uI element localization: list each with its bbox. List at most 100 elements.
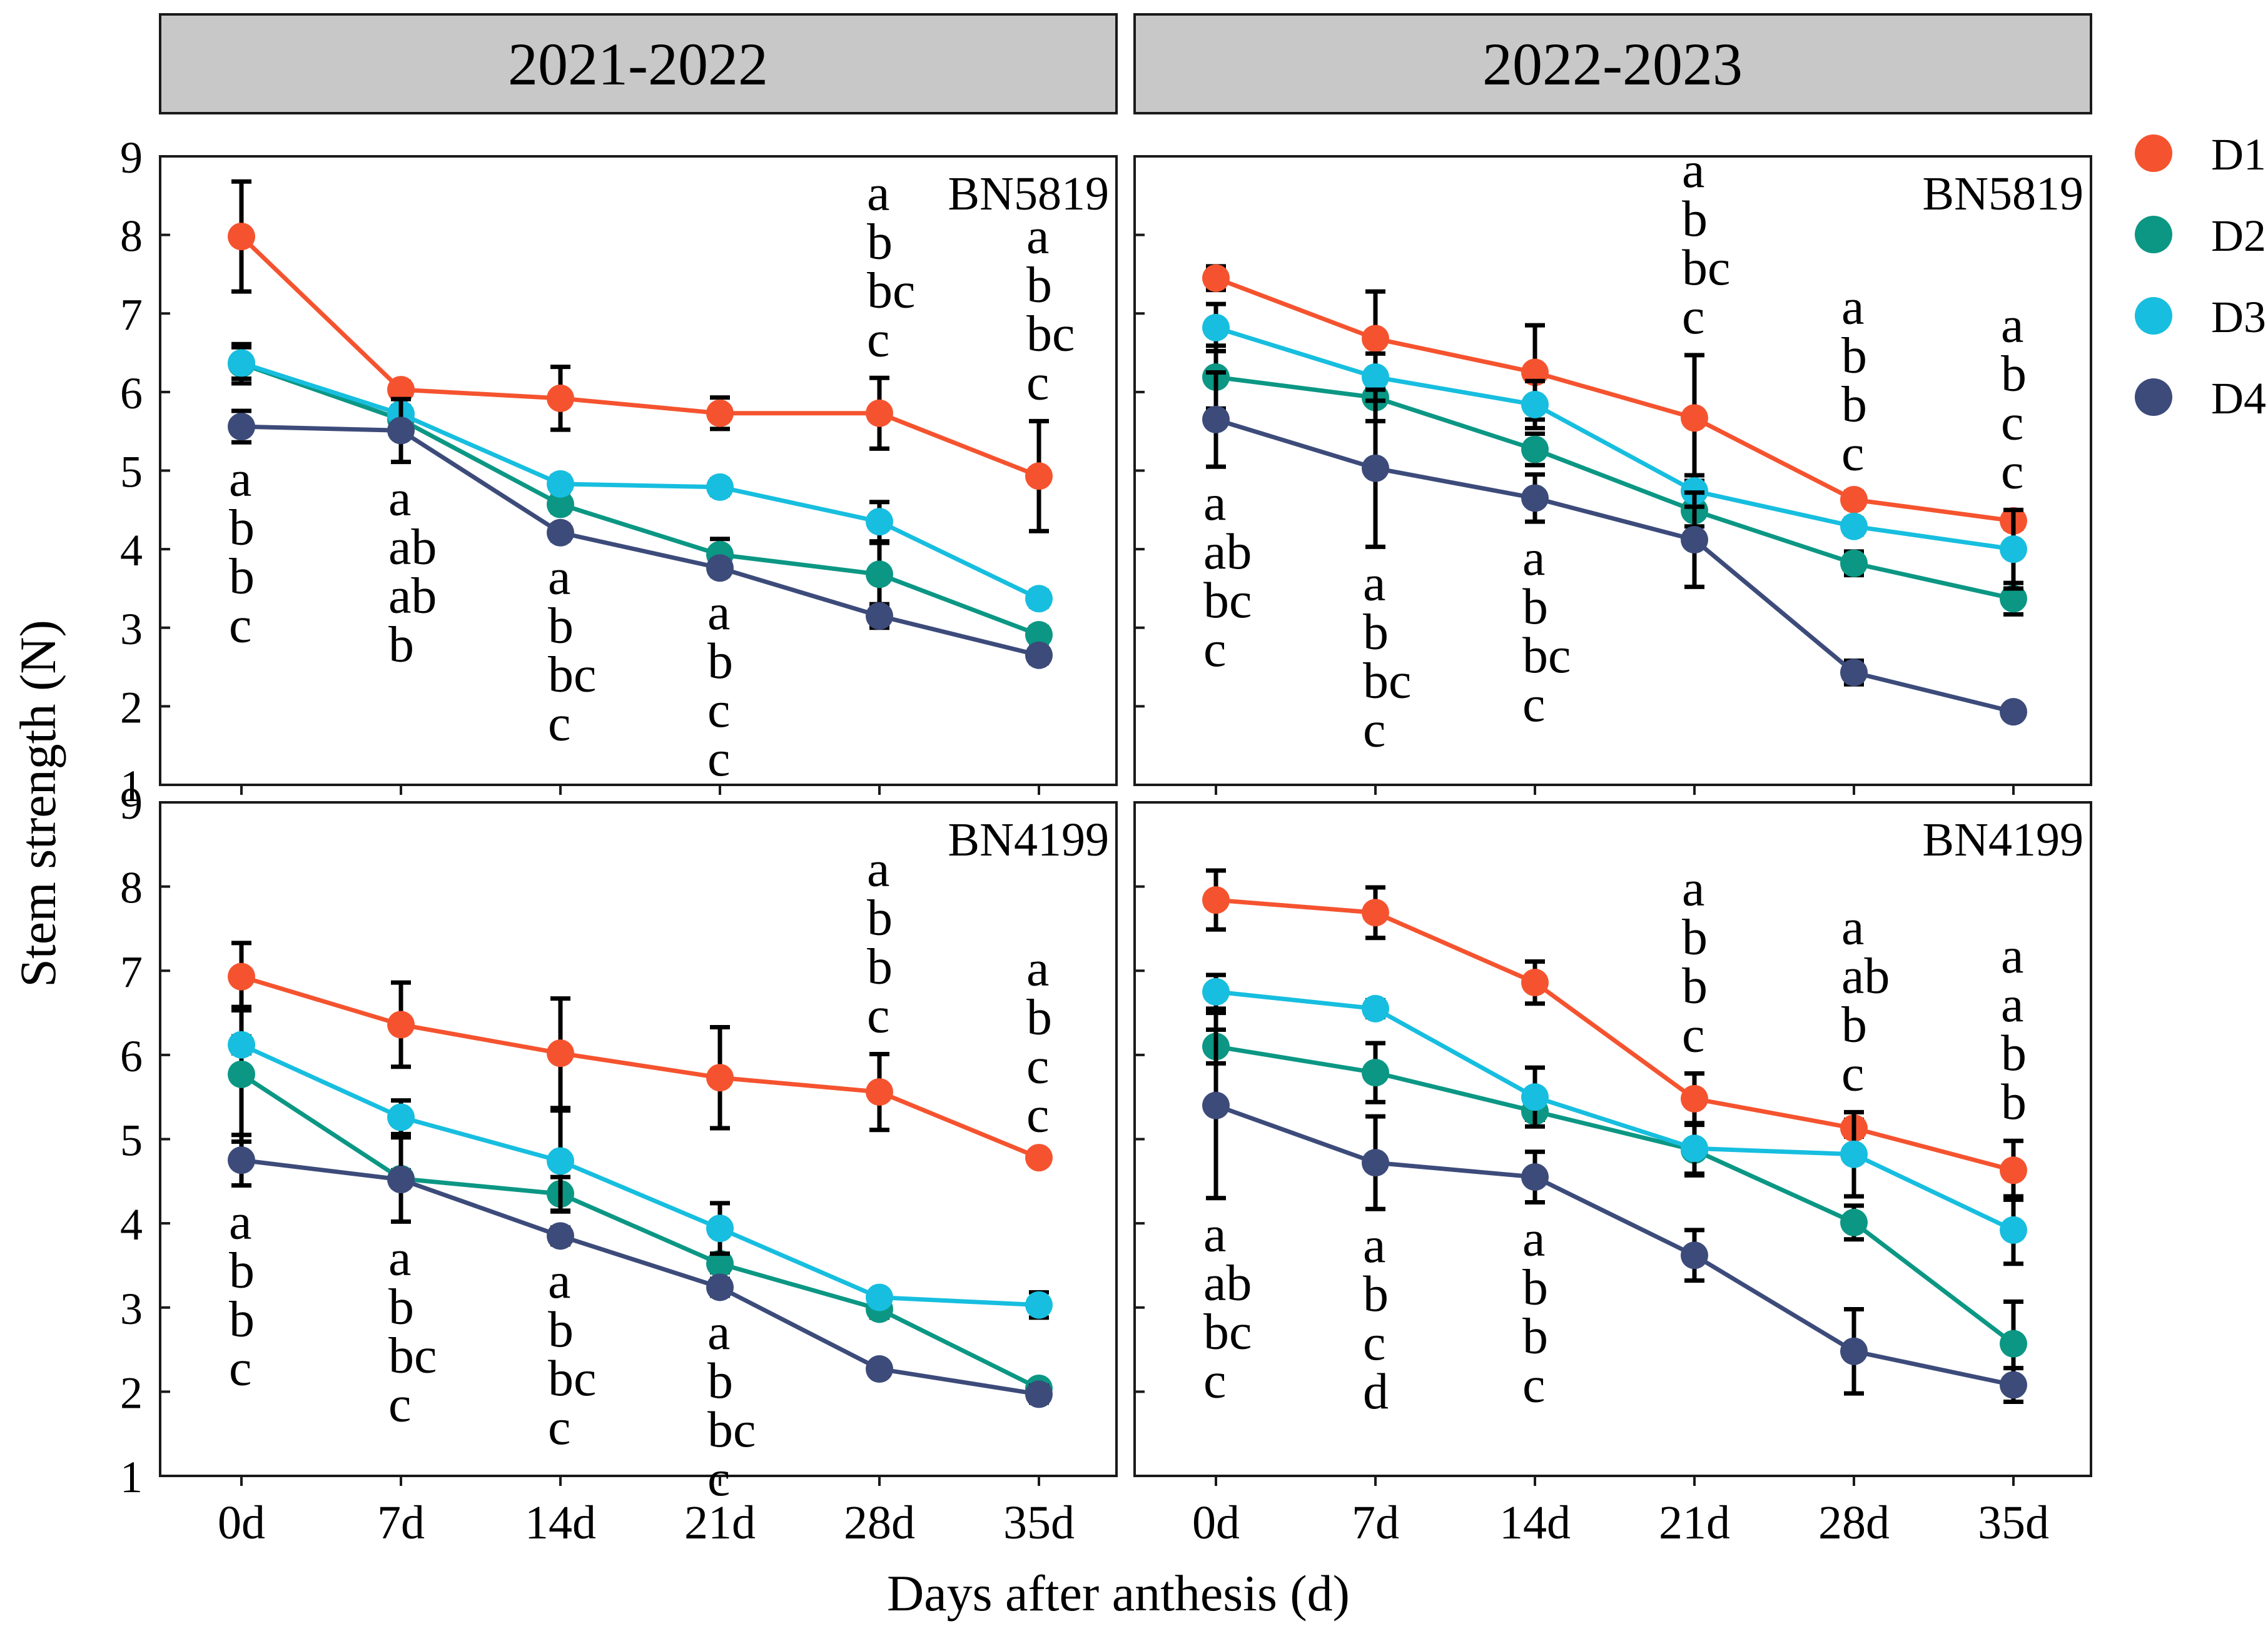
significance-letter: c xyxy=(1682,1006,1704,1063)
significance-letter: a xyxy=(2001,296,2023,353)
significance-letter: b xyxy=(1026,988,1052,1045)
data-point xyxy=(866,1283,893,1311)
data-point xyxy=(1362,363,1389,391)
significance-letter: b xyxy=(2001,345,2027,401)
significance-letter: c xyxy=(388,1375,411,1432)
significance-letter: c xyxy=(1203,1352,1226,1409)
significance-letter: a xyxy=(1682,859,1704,916)
significance-letter: d xyxy=(1363,1363,1389,1420)
significance-letter: c xyxy=(548,694,570,751)
legend: D1 D2 D3 D4 xyxy=(2135,129,2266,423)
series-line xyxy=(240,1043,1040,1308)
data-point xyxy=(1681,404,1708,432)
legend-marker xyxy=(2135,134,2172,172)
series-D4 xyxy=(228,1133,1053,1408)
data-point xyxy=(1521,435,1549,463)
data-point xyxy=(1840,485,1868,513)
data-point xyxy=(706,1064,734,1092)
data-point xyxy=(547,470,574,498)
strip-right xyxy=(1133,13,2092,114)
significance-letter: a xyxy=(388,1229,411,1286)
significance-letter: a xyxy=(1363,1216,1385,1273)
legend-label: D1 xyxy=(2211,129,2266,179)
data-point xyxy=(1025,1144,1053,1172)
significance-letter: c xyxy=(707,1450,730,1507)
data-point xyxy=(1362,1059,1389,1087)
data-point xyxy=(1202,977,1230,1006)
series-D2 xyxy=(228,341,1053,649)
data-point xyxy=(866,1078,893,1106)
x-tick-label: 14d xyxy=(525,1497,596,1549)
data-point xyxy=(1025,462,1053,490)
y-tick-label: 3 xyxy=(120,1284,143,1334)
significance-letter: a xyxy=(229,450,251,507)
data-point xyxy=(706,554,734,582)
series-line xyxy=(1215,325,2014,552)
series-D2 xyxy=(1202,343,2027,617)
data-point xyxy=(1840,1208,1868,1236)
y-tick-label: 9 xyxy=(120,779,143,829)
y-tick-label: 6 xyxy=(120,1031,143,1081)
significance-letter: c xyxy=(1522,675,1545,732)
data-point xyxy=(547,490,574,518)
significance-letter: b xyxy=(1841,996,1867,1053)
legend-label: D3 xyxy=(2211,292,2266,342)
y-tick-label: 5 xyxy=(120,1116,143,1166)
y-tick-label: 3 xyxy=(120,604,143,654)
significance-letter: c xyxy=(1026,353,1049,410)
panel-frame xyxy=(159,155,1118,786)
data-point xyxy=(1362,899,1389,927)
series-line xyxy=(240,235,1040,478)
significance-letter: bc xyxy=(1522,627,1571,684)
significance-letter: c xyxy=(707,681,730,738)
significance-letter: bc xyxy=(548,1350,596,1406)
data-point xyxy=(228,1031,255,1059)
data-point xyxy=(387,1011,415,1039)
y-tick-label: 8 xyxy=(120,863,143,913)
data-point xyxy=(706,1214,734,1243)
data-point xyxy=(2000,1371,2027,1399)
data-point xyxy=(1202,264,1230,292)
data-point xyxy=(2000,535,2027,563)
significance-letter: ab xyxy=(388,567,437,624)
data-point xyxy=(866,508,893,536)
y-axis-title: Stem strength (N) xyxy=(9,620,66,987)
significance-letter: a xyxy=(1522,529,1545,586)
x-tick-label: 7d xyxy=(377,1497,425,1549)
significance-letter: c xyxy=(707,730,730,787)
y-tick-label: 2 xyxy=(120,682,143,732)
y-tick-label: 7 xyxy=(120,290,143,340)
y-tick-label: 6 xyxy=(120,368,143,418)
significance-letter: c xyxy=(867,987,889,1044)
data-point xyxy=(866,560,893,588)
significance-letter: b xyxy=(707,1352,733,1409)
legend-marker xyxy=(2135,216,2172,253)
significance-letter: a xyxy=(548,548,570,605)
significance-letter: b xyxy=(1682,957,1708,1014)
significance-letter: a xyxy=(1363,554,1385,611)
significance-letter: c xyxy=(1203,620,1226,677)
y-tick-label: 7 xyxy=(120,947,143,997)
data-point xyxy=(1202,886,1230,914)
data-point xyxy=(866,1355,893,1383)
variety-label: BN5819 xyxy=(948,168,1109,220)
significance-letter: b xyxy=(388,1278,414,1335)
significance-letter: c xyxy=(229,1340,251,1396)
significance-letter: c xyxy=(229,596,251,653)
panels: BN5819123456789abbcaababbabbccabccabbcca… xyxy=(120,133,2092,1549)
data-point xyxy=(387,417,415,445)
y-tick-label: 8 xyxy=(120,211,143,261)
data-point xyxy=(1840,512,1868,540)
series-line xyxy=(240,361,1040,601)
data-point xyxy=(1681,1084,1708,1113)
significance-letter: bc xyxy=(388,1326,437,1383)
data-point xyxy=(1202,1091,1230,1119)
strip-left xyxy=(159,13,1118,114)
data-point xyxy=(228,1060,255,1088)
significance-letter: c xyxy=(2001,393,2023,450)
data-point xyxy=(1840,549,1868,577)
significance-letter: a xyxy=(1682,141,1704,198)
y-tick-label: 4 xyxy=(120,1199,143,1250)
data-point xyxy=(547,1039,574,1068)
